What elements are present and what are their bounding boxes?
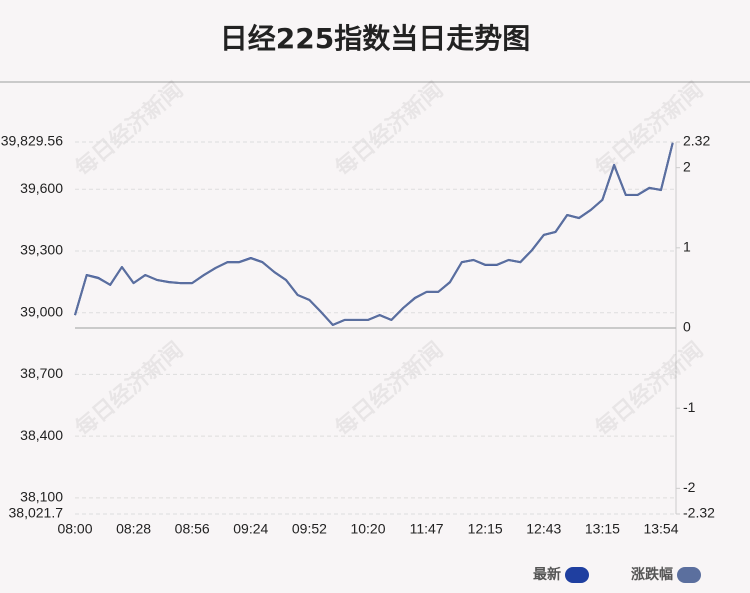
y-tick-label: 39,829.56 bbox=[1, 133, 63, 149]
y2-tick-label: 2.32 bbox=[683, 133, 710, 149]
y-tick-label: 38,021.7 bbox=[9, 505, 64, 521]
y2-tick-label: 2 bbox=[683, 158, 691, 174]
x-tick-label: 13:54 bbox=[643, 521, 678, 537]
y2-tick-label: -2.32 bbox=[683, 505, 715, 521]
y-tick-label: 39,300 bbox=[20, 242, 63, 258]
y-tick-label: 38,700 bbox=[20, 365, 63, 381]
x-tick-label: 11:47 bbox=[410, 521, 444, 537]
x-tick-label: 08:56 bbox=[175, 521, 210, 537]
x-tick-label: 12:15 bbox=[468, 521, 503, 537]
x-tick-label: 09:52 bbox=[292, 521, 327, 537]
legend-label: 最新 bbox=[533, 566, 561, 583]
y-tick-label: 38,400 bbox=[20, 427, 63, 443]
watermark: 每日经济新闻 bbox=[70, 337, 188, 442]
x-tick-label: 08:28 bbox=[116, 521, 151, 537]
x-tick-label: 09:24 bbox=[233, 521, 268, 537]
y2-tick-label: 0 bbox=[683, 319, 691, 335]
legend-swatch bbox=[565, 567, 589, 583]
y2-tick-label: 1 bbox=[683, 239, 691, 255]
y-tick-label: 38,100 bbox=[20, 489, 63, 505]
chart-title: 日经225指数当日走势图 bbox=[220, 22, 530, 55]
x-tick-label: 08:00 bbox=[57, 521, 92, 537]
y2-tick-label: -2 bbox=[683, 479, 696, 495]
y-tick-label: 39,600 bbox=[20, 180, 63, 196]
watermark: 每日经济新闻 bbox=[330, 337, 448, 442]
legend-swatch bbox=[677, 567, 701, 583]
x-tick-label: 12:43 bbox=[526, 521, 561, 537]
y-tick-label: 39,000 bbox=[20, 303, 63, 319]
series-line bbox=[74, 142, 674, 326]
watermark: 每日经济新闻 bbox=[590, 337, 708, 442]
y2-tick-label: -1 bbox=[683, 399, 696, 415]
watermark: 每日经济新闻 bbox=[330, 77, 448, 182]
watermark: 每日经济新闻 bbox=[70, 77, 188, 182]
legend-label: 涨跌幅 bbox=[631, 566, 673, 583]
series-line bbox=[74, 142, 674, 326]
x-tick-label: 13:15 bbox=[585, 521, 620, 537]
x-tick-label: 10:20 bbox=[350, 521, 385, 537]
